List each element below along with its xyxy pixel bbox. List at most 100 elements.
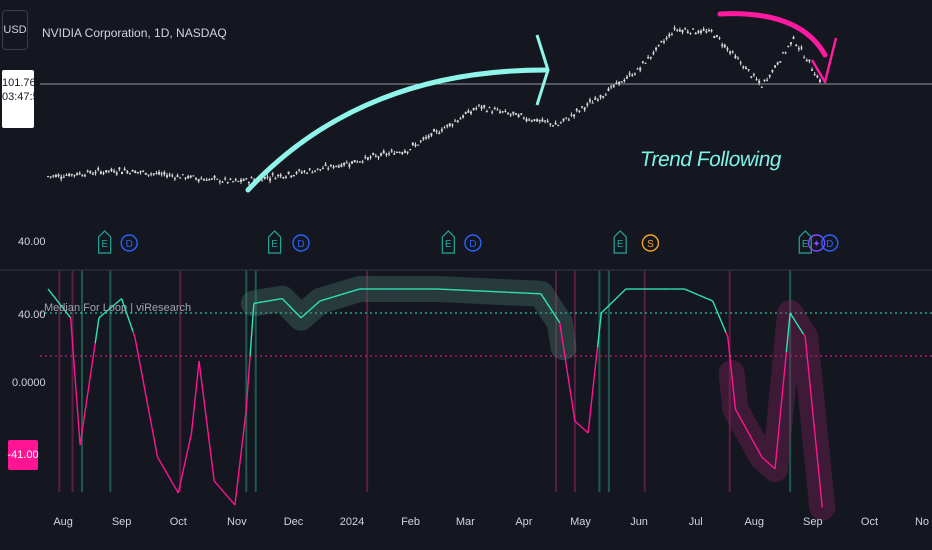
event-marker-label: E xyxy=(271,239,278,250)
oscillator-segment xyxy=(215,482,219,486)
oscillator-segment xyxy=(79,432,83,446)
time-axis-label: No xyxy=(915,516,929,528)
price-bar-body xyxy=(192,175,195,177)
oscillator-segment xyxy=(729,354,733,374)
indicator-title[interactable]: Median For Loop | viResearch xyxy=(44,302,192,314)
price-bar-body xyxy=(729,51,732,54)
oscillator-segment xyxy=(621,290,625,294)
price-bar-body xyxy=(131,169,134,172)
event-marker-E[interactable]: E xyxy=(98,230,112,254)
event-marker-E[interactable]: E xyxy=(268,230,282,254)
oscillator-segment xyxy=(156,456,161,461)
price-bar-body xyxy=(47,176,49,178)
oscillator-segment xyxy=(785,332,789,353)
oscillator-segment xyxy=(708,298,712,301)
event-marker-D[interactable]: D xyxy=(120,234,138,252)
dividend-icon xyxy=(821,234,839,252)
price-bar-body xyxy=(52,175,55,177)
price-bar-body xyxy=(737,58,740,60)
bar-countdown: 03:47:56 xyxy=(2,91,45,103)
oscillator-segment xyxy=(340,293,343,296)
oscillator-segment xyxy=(767,461,770,465)
price-bar-body xyxy=(538,120,541,122)
price-bar-body xyxy=(541,119,544,122)
event-marker-E[interactable]: E xyxy=(798,230,812,254)
price-bar-body xyxy=(744,67,747,70)
price-bar-body xyxy=(121,171,124,175)
oscillator-segment xyxy=(781,371,786,392)
dividend-icon xyxy=(464,234,482,252)
price-bar-body xyxy=(332,166,335,168)
price-bar-body xyxy=(470,111,473,114)
event-marker-D[interactable]: D xyxy=(821,234,839,252)
trend-arrow-up-head xyxy=(535,34,550,106)
price-bar-body xyxy=(128,173,131,175)
price-bar-body xyxy=(303,170,306,172)
event-marker-label: D xyxy=(297,239,304,250)
oscillator-segment xyxy=(355,288,358,291)
price-bar-body xyxy=(271,173,274,175)
price-bar-body xyxy=(221,181,224,183)
oscillator-segment xyxy=(166,473,170,477)
oscillator-segment xyxy=(578,423,582,427)
symbol-title[interactable]: NVIDIA Corporation, 1D, NASDAQ xyxy=(42,26,227,40)
price-bar-body xyxy=(747,69,750,71)
oscillator-segment xyxy=(725,332,729,338)
event-marker-D[interactable]: D xyxy=(464,234,482,252)
time-axis-label: Feb xyxy=(401,516,420,528)
price-bar-body xyxy=(364,156,367,158)
event-marker-D[interactable]: D xyxy=(292,234,310,252)
oscillator-segment xyxy=(804,336,808,357)
oscillator-segment xyxy=(606,305,610,308)
oscillator-segment xyxy=(734,408,738,413)
oscillator-segment xyxy=(587,415,591,434)
star-icon xyxy=(807,234,826,252)
oscillator-segment xyxy=(721,323,725,329)
oscillator-segment xyxy=(693,292,696,295)
price-bar-body xyxy=(290,175,293,178)
price-bar-body xyxy=(546,120,549,122)
dividend-icon xyxy=(120,234,138,252)
oscillator-segment xyxy=(306,310,310,314)
oscillator-segment xyxy=(145,396,149,408)
price-bar-body xyxy=(89,171,92,173)
price-bar-body xyxy=(321,167,324,169)
oscillator-segment xyxy=(49,290,53,295)
price-bar-body xyxy=(390,150,393,152)
oscillator-segment xyxy=(747,432,752,437)
oscillator-segment xyxy=(697,293,700,297)
oscillator-segment xyxy=(168,476,172,481)
price-bar-body xyxy=(60,176,63,179)
event-marker-E[interactable]: E xyxy=(441,230,455,254)
osc-zero-label: 0.0000 xyxy=(12,377,46,389)
price-bar-body xyxy=(202,179,205,181)
event-marker-E[interactable]: E xyxy=(613,230,627,254)
event-marker-S[interactable]: S xyxy=(641,234,660,252)
oscillator-segment xyxy=(69,317,74,344)
price-bar-body xyxy=(99,171,102,174)
price-bar-body xyxy=(588,99,591,102)
price-bar-body xyxy=(242,179,245,181)
currency-button[interactable]: USD xyxy=(2,10,28,50)
oscillator-segment xyxy=(283,300,287,303)
price-bar-body xyxy=(229,178,232,180)
event-markers: E D E D E D E S E ✦ D xyxy=(98,230,839,254)
oscillator-segment xyxy=(234,488,238,506)
price-bar-body xyxy=(70,174,73,176)
price-bar-body xyxy=(377,156,380,158)
event-marker-star[interactable]: ✦ xyxy=(807,234,826,252)
price-bar-body xyxy=(570,114,573,116)
oscillator-segment xyxy=(755,446,759,451)
price-bar-body xyxy=(311,172,314,174)
price-bar-body xyxy=(155,173,158,175)
price-bar-body xyxy=(181,174,184,176)
price-bar-body xyxy=(210,178,213,180)
price-bar-body xyxy=(713,36,716,38)
price-bar-body xyxy=(456,120,459,123)
price-bar-body xyxy=(239,179,242,182)
oscillator-segment xyxy=(560,334,565,348)
price-bar-body xyxy=(644,62,647,64)
price-bar-body xyxy=(520,113,523,115)
price-bar-body xyxy=(430,133,433,136)
oscillator-segment xyxy=(245,382,249,410)
